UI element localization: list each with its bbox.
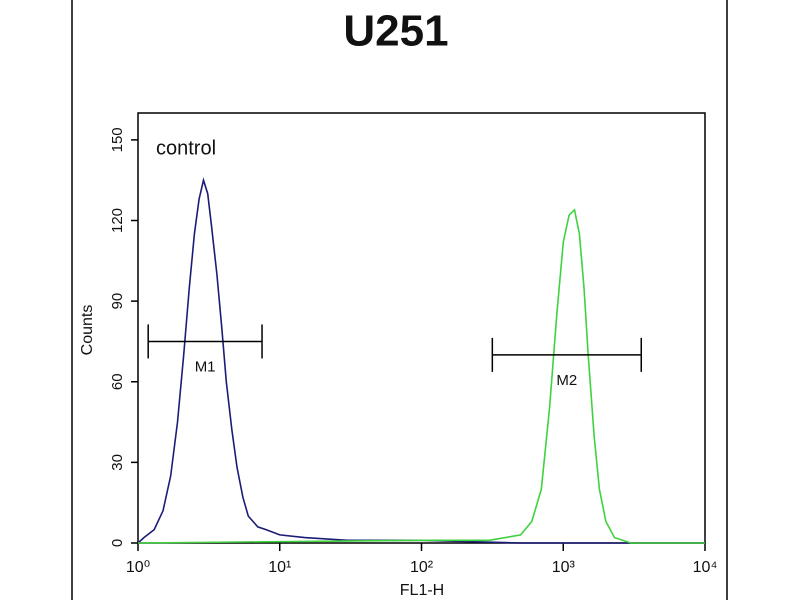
y-tick-label: 90: [109, 293, 126, 310]
x-tick-label: 10⁴: [693, 559, 718, 576]
y-tick-label: 150: [109, 127, 126, 152]
marker-label: M1: [195, 358, 216, 375]
y-axis-label: Counts: [79, 305, 96, 356]
x-tick-label: 10³: [552, 559, 576, 576]
histogram-line: [137, 177, 705, 544]
marker-label: M2: [556, 372, 577, 389]
chart-title: U251: [343, 7, 448, 56]
y-tick-label: 60: [109, 373, 126, 390]
frame: [71, 0, 728, 605]
x-tick-label: 10¹: [268, 559, 291, 576]
y-tick-label: 120: [109, 208, 126, 233]
histogram-line: [137, 208, 705, 544]
annotation: control: [156, 137, 216, 159]
x-tick-label: 10²: [410, 559, 434, 576]
x-tick-label: 10⁰: [126, 559, 150, 576]
x-axis-label: FL1-H: [400, 582, 444, 599]
y-tick-label: 0: [109, 539, 126, 547]
y-tick-label: 30: [109, 454, 126, 471]
